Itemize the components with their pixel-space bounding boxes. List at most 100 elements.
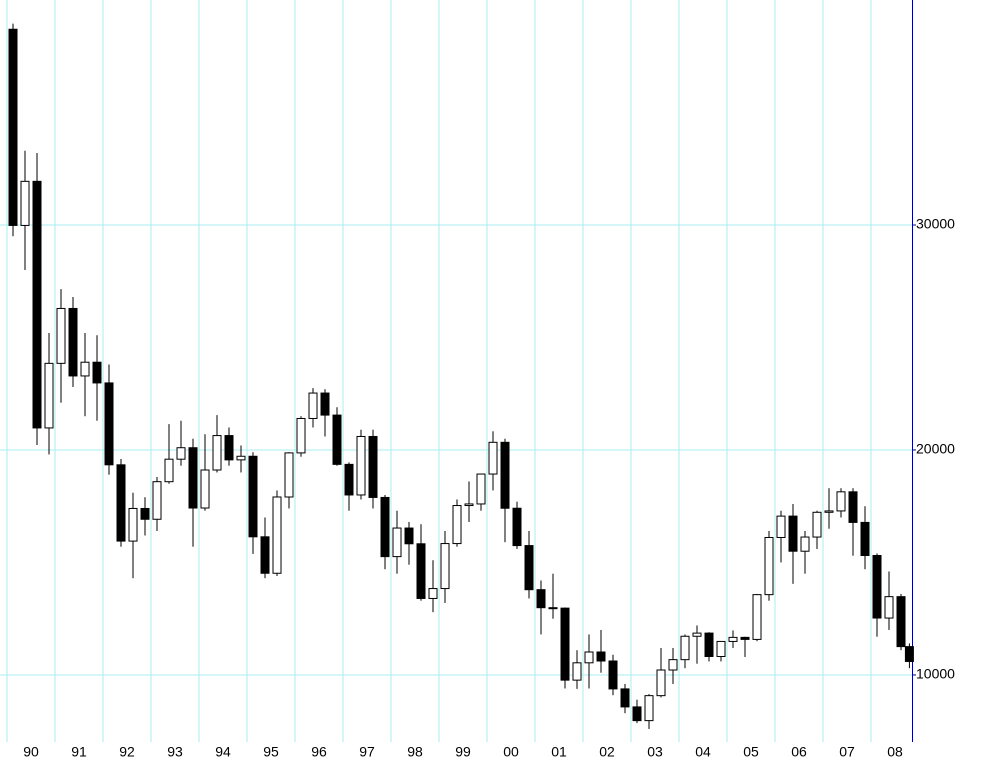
candle-body — [212, 435, 222, 471]
x-tick-label: 99 — [455, 744, 471, 760]
candle-body — [224, 435, 234, 461]
candle-body — [776, 515, 786, 538]
candle-body — [260, 536, 270, 574]
candle-body — [128, 507, 138, 542]
candle-body — [848, 491, 858, 523]
candle-body — [464, 503, 474, 507]
candle-body — [824, 510, 834, 513]
candle-body — [116, 464, 126, 542]
x-tick-label: 98 — [407, 744, 423, 760]
x-tick-label: 04 — [695, 744, 711, 760]
y-tick-label: 10000 — [916, 666, 955, 682]
x-tick-label: 01 — [551, 744, 567, 760]
candle-body — [512, 507, 522, 547]
x-tick-label: 92 — [119, 744, 135, 760]
candle-body — [524, 545, 534, 591]
candle-body — [904, 646, 914, 662]
candle-body — [188, 447, 198, 509]
x-tick-label: 96 — [311, 744, 327, 760]
candle-body — [656, 669, 666, 697]
x-tick-label: 94 — [215, 744, 231, 760]
x-tick-label: 97 — [359, 744, 375, 760]
x-tick-label: 00 — [503, 744, 519, 760]
candle-body — [56, 307, 66, 364]
candle-body — [404, 527, 414, 545]
candle-body — [752, 594, 762, 640]
candle-body — [680, 635, 690, 661]
x-tick-label: 05 — [743, 744, 759, 760]
candle-body — [416, 543, 426, 599]
x-tick-label: 08 — [887, 744, 903, 760]
candle-body — [896, 596, 906, 648]
candle-body — [800, 536, 810, 552]
candle-body — [620, 688, 630, 708]
candle-body — [716, 640, 726, 658]
candle-body — [644, 695, 654, 722]
x-tick-label: 93 — [167, 744, 183, 760]
candle-body — [440, 543, 450, 590]
x-tick-label: 95 — [263, 744, 279, 760]
candle-body — [884, 596, 894, 619]
x-tick-label: 07 — [839, 744, 855, 760]
candle-body — [788, 515, 798, 552]
candle-body — [32, 180, 42, 429]
candle-body — [668, 659, 678, 671]
candle-body — [332, 414, 342, 465]
candle-body — [356, 435, 366, 496]
candle-body — [368, 435, 378, 498]
candle-body — [488, 441, 498, 475]
y-tick-label: 30000 — [916, 216, 955, 232]
candle-body — [152, 481, 162, 520]
candle-body — [104, 382, 114, 466]
candle-body — [548, 607, 558, 610]
candle-body — [392, 527, 402, 558]
candle-body — [8, 28, 18, 226]
candle-body — [344, 463, 354, 496]
candle-body — [452, 505, 462, 545]
x-tick-label: 06 — [791, 744, 807, 760]
candle-body — [248, 455, 258, 538]
x-tick-label: 03 — [647, 744, 663, 760]
candle-body — [608, 660, 618, 690]
candle-body — [584, 651, 594, 664]
x-tick-label: 02 — [599, 744, 615, 760]
candle-body — [284, 452, 294, 498]
candle-body — [236, 455, 246, 461]
candle-body — [872, 554, 882, 619]
candle-body — [500, 441, 510, 509]
candle-body — [860, 521, 870, 556]
candle-body — [200, 469, 210, 509]
candle-body — [80, 361, 90, 377]
x-tick-label: 90 — [23, 744, 39, 760]
candle-body — [428, 588, 438, 599]
candle-body — [140, 507, 150, 520]
candle-body — [320, 392, 330, 416]
y-tick-label: 20000 — [916, 441, 955, 457]
candle-body — [308, 392, 318, 419]
candle-body — [164, 458, 174, 483]
candle-body — [68, 307, 78, 377]
candle-body — [764, 536, 774, 596]
candle-body — [740, 636, 750, 640]
candle-body — [272, 496, 282, 574]
candle-body — [596, 651, 606, 662]
candle-body — [536, 589, 546, 609]
candle-body — [92, 361, 102, 384]
candle-body — [476, 473, 486, 505]
candle-body — [380, 496, 390, 558]
candle-body — [728, 636, 738, 642]
candle-body — [692, 632, 702, 637]
candle-body — [44, 362, 54, 429]
x-tick-label: 91 — [71, 744, 87, 760]
candle-body — [836, 491, 846, 512]
candle-body — [560, 607, 570, 681]
candle-body — [20, 180, 30, 226]
candle-body — [632, 706, 642, 722]
candle-body — [296, 417, 306, 454]
candle-body — [704, 632, 714, 658]
candle-body — [176, 447, 186, 460]
candle-body — [572, 662, 582, 681]
candle-body — [812, 511, 822, 538]
